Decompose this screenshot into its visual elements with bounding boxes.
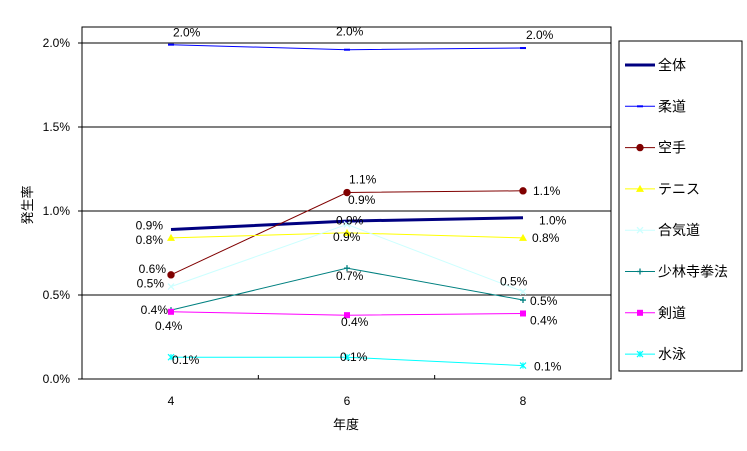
- series-2: [168, 43, 526, 51]
- legend-item: テニス: [625, 182, 700, 198]
- series-6: [168, 265, 526, 314]
- x-tick-label: 8: [520, 394, 527, 408]
- legend-label: テニス: [658, 182, 700, 198]
- legend-marker: [637, 268, 643, 275]
- data-label: 0.4%: [155, 319, 183, 333]
- data-label: 0.8%: [532, 231, 560, 245]
- legend-marker: [636, 226, 644, 234]
- data-label: 0.5%: [137, 277, 165, 291]
- data-label: 0.7%: [336, 269, 364, 283]
- data-point: [168, 308, 174, 315]
- data-point: [519, 187, 527, 195]
- data-label: 1.0%: [539, 214, 567, 228]
- series-7: [168, 308, 526, 319]
- data-point: [167, 271, 175, 279]
- data-label: 0.4%: [530, 313, 558, 327]
- data-label: 0.5%: [500, 275, 528, 289]
- data-point: [343, 228, 351, 236]
- plot-area: [81, 26, 612, 380]
- gridlines: [82, 42, 611, 296]
- legend-label: 合気道: [658, 223, 700, 239]
- data-label: 0.8%: [136, 233, 164, 247]
- legend-label: 水泳: [658, 347, 686, 363]
- data-label: 0.4%: [141, 303, 169, 317]
- data-label: 0.4%: [341, 315, 369, 329]
- data-label: 0.9%: [333, 230, 361, 244]
- data-label: 0.9%: [348, 193, 376, 207]
- data-label: 2.0%: [173, 26, 201, 40]
- data-point: [344, 312, 350, 319]
- legend-item: 水泳: [625, 347, 686, 363]
- y-tick-label: 1.5%: [43, 120, 71, 134]
- data-labels: 0.9% 0.9% 1.0% 2.0% 2.0% 2.0% 0.6% 1.1% 1.1% 0.8%…: [136, 25, 567, 374]
- x-tick-label: 4: [168, 394, 175, 408]
- legend-marker: [637, 309, 643, 316]
- legend-label: 空手: [658, 141, 686, 157]
- data-point: [519, 362, 527, 369]
- y-tick-label: 1.0%: [43, 204, 71, 218]
- legend-label: 少林寺拳法: [658, 265, 728, 281]
- legend-item: 少林寺拳法: [625, 265, 728, 281]
- x-tick-label: 6: [344, 394, 351, 408]
- data-point: [343, 353, 351, 361]
- data-label: 0.9%: [136, 218, 164, 232]
- legend-item: 柔道: [625, 99, 686, 115]
- data-label: 1.1%: [349, 173, 377, 187]
- data-label: 2.0%: [336, 25, 364, 39]
- legend-label: 全体: [658, 57, 686, 74]
- y-tick-label: 2.0%: [43, 36, 71, 50]
- data-point: [519, 233, 527, 241]
- data-point: [167, 233, 175, 241]
- series-8: [167, 353, 527, 369]
- series-line: [170, 216, 524, 231]
- legend-item: 全体: [625, 57, 686, 74]
- data-label: 0.1%: [534, 360, 562, 374]
- series-4: [167, 228, 527, 241]
- data-point: [519, 288, 527, 296]
- data-label: 2.0%: [526, 28, 554, 42]
- data-label: 0.6%: [139, 262, 167, 276]
- series-1: [170, 216, 524, 231]
- legend-marker: [636, 350, 644, 358]
- legend-item: 合気道: [625, 223, 700, 239]
- legend-label: 剣道: [658, 306, 686, 322]
- data-point: [167, 353, 175, 361]
- legend-marker: [636, 143, 644, 152]
- y-axis-title: 発生率: [20, 185, 36, 224]
- series-5: [167, 220, 527, 296]
- data-point: [344, 265, 350, 272]
- data-label: 0.9%: [336, 213, 364, 227]
- data-label: 1.1%: [533, 184, 561, 198]
- series-layer: [167, 43, 527, 369]
- series-3: [167, 187, 527, 279]
- data-point: [167, 283, 175, 291]
- y-tick-label: 0.5%: [43, 288, 71, 302]
- data-point: [520, 297, 526, 304]
- x-axis-title: 年度: [333, 417, 359, 433]
- y-tick-label: 0.0%: [43, 372, 71, 386]
- data-label: 0.1%: [172, 353, 200, 367]
- legend-item: 空手: [625, 141, 686, 157]
- legend-label: 柔道: [658, 99, 686, 115]
- data-point: [343, 220, 351, 228]
- legend-marker: [636, 184, 644, 192]
- legend-box: [618, 40, 743, 372]
- legend-item: 剣道: [625, 306, 686, 322]
- data-point: [343, 188, 351, 197]
- data-label: 0.1%: [340, 350, 368, 364]
- x-axis: 4 6 8: [168, 375, 527, 408]
- data-label: 0.5%: [530, 294, 558, 308]
- data-point: [520, 310, 526, 317]
- y-axis: 0.0% 0.5% 1.0% 1.5% 2.0%: [43, 36, 82, 386]
